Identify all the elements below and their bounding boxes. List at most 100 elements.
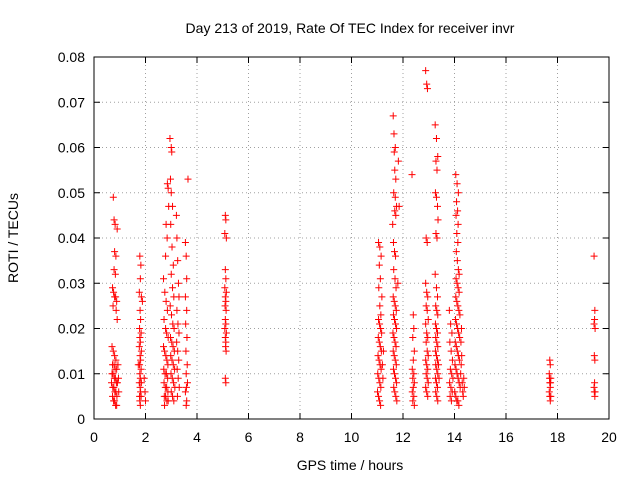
data-point	[377, 311, 385, 319]
data-point	[136, 352, 144, 360]
data-point	[173, 338, 181, 346]
data-point	[423, 306, 431, 314]
data-point	[182, 320, 190, 328]
data-point	[452, 293, 460, 301]
data-point	[160, 343, 168, 351]
data-point	[390, 297, 398, 305]
data-point	[163, 234, 171, 242]
data-point	[113, 315, 121, 323]
data-point	[389, 365, 397, 373]
data-point	[451, 388, 459, 396]
data-point	[455, 306, 463, 314]
x-tick-label: 2	[142, 429, 150, 445]
data-point	[452, 343, 460, 351]
data-point	[545, 388, 553, 396]
data-point	[170, 379, 178, 387]
data-point	[112, 293, 120, 301]
data-point	[455, 288, 463, 296]
data-point	[431, 347, 439, 355]
data-point	[422, 370, 430, 378]
axis-ticks: 0 2 4 6 8 10 12 14 16 18 20 0 0.01 0.02 0.03 0.04 0.05 0.…	[58, 49, 617, 445]
data-point	[434, 370, 442, 378]
data-point	[422, 356, 430, 364]
data-point	[393, 379, 401, 387]
data-point	[379, 347, 387, 355]
data-point	[546, 374, 554, 382]
data-point	[136, 383, 144, 391]
data-point	[221, 266, 229, 274]
data-point	[377, 383, 385, 391]
data-point	[163, 180, 171, 188]
grid	[94, 57, 609, 419]
data-point	[377, 325, 385, 332]
data-point	[374, 352, 382, 360]
data-point	[169, 343, 177, 351]
data-point	[113, 401, 121, 409]
data-point	[222, 216, 230, 224]
data-point	[452, 365, 460, 373]
data-point	[434, 356, 442, 364]
data-point	[432, 325, 440, 332]
data-point	[422, 320, 430, 328]
x-tick-label: 4	[193, 429, 201, 445]
data-point	[138, 297, 146, 305]
data-point	[160, 379, 168, 387]
data-point	[433, 166, 441, 174]
data-point	[392, 211, 400, 219]
data-point	[435, 361, 443, 369]
data-point	[115, 388, 123, 396]
y-tick-label: 0.03	[58, 275, 85, 291]
data-point	[390, 148, 398, 156]
data-point	[375, 356, 383, 364]
data-point	[377, 401, 385, 409]
data-point	[174, 320, 182, 328]
data-point	[432, 379, 440, 387]
data-point	[455, 401, 463, 409]
data-point	[455, 270, 463, 278]
data-point	[170, 397, 178, 405]
data-point	[391, 370, 399, 378]
data-point	[173, 365, 181, 373]
data-point	[433, 338, 441, 346]
data-point	[109, 284, 117, 292]
data-point	[453, 257, 461, 265]
data-point	[160, 315, 168, 323]
data-point	[433, 234, 441, 242]
data-point	[392, 343, 400, 351]
data-point	[389, 329, 397, 337]
data-point	[137, 356, 145, 364]
data-point	[434, 202, 442, 210]
data-point	[168, 374, 176, 382]
data-point	[395, 202, 403, 210]
data-point	[433, 392, 441, 400]
data-point	[182, 383, 190, 391]
data-point	[182, 252, 190, 260]
data-point	[175, 356, 183, 364]
data-point	[546, 361, 554, 369]
data-point	[433, 306, 441, 314]
data-point	[433, 365, 441, 373]
data-point	[175, 383, 183, 391]
data-point	[389, 311, 397, 319]
data-point	[457, 361, 465, 369]
data-point	[591, 379, 599, 387]
data-point	[111, 270, 119, 278]
data-point	[459, 388, 467, 396]
data-point	[375, 261, 383, 269]
data-point	[424, 379, 432, 387]
data-point	[432, 193, 440, 201]
data-point	[432, 352, 440, 360]
data-point	[172, 211, 180, 219]
data-point	[422, 338, 430, 346]
data-point	[375, 338, 383, 346]
data-point	[590, 320, 598, 328]
data-point	[393, 397, 401, 405]
data-point	[455, 329, 463, 337]
data-point	[460, 374, 468, 382]
data-point	[221, 374, 229, 382]
data-point	[162, 252, 170, 260]
data-point	[167, 220, 175, 228]
data-point	[410, 370, 418, 378]
data-point	[389, 112, 397, 120]
data-point	[391, 388, 399, 396]
